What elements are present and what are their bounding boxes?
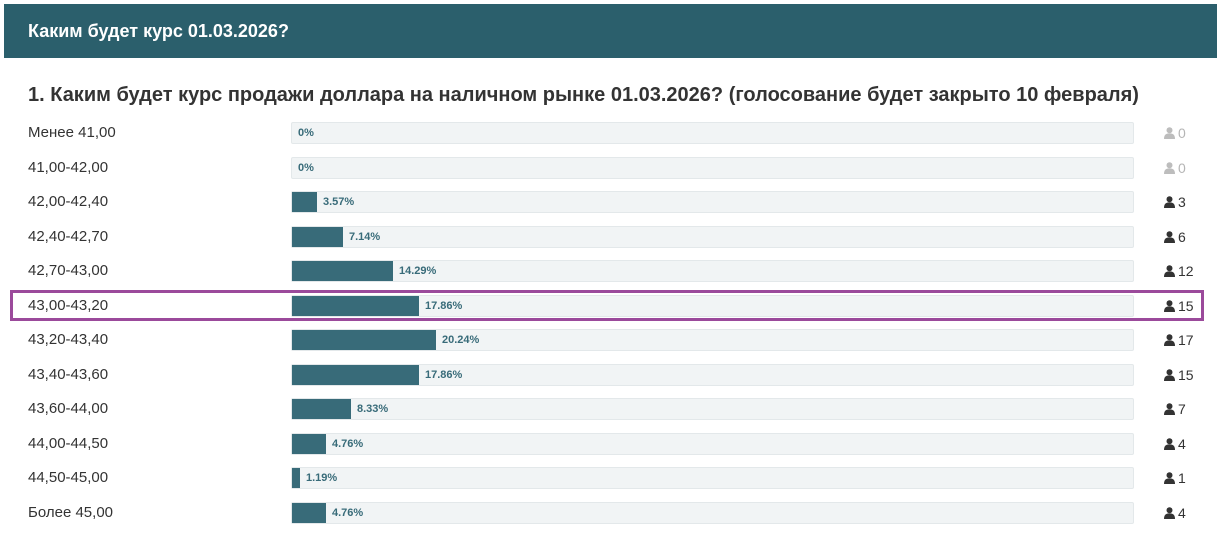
vote-count: 0	[1164, 116, 1186, 151]
result-bar-fill	[292, 295, 419, 316]
option-label: 42,70-43,00	[28, 262, 109, 279]
option-label: 43,00-43,20	[28, 296, 109, 314]
result-bar-track: 0%	[291, 122, 1134, 144]
vote-count: 12	[1164, 254, 1194, 289]
result-bar-track: 4.76%	[291, 432, 1134, 455]
user-icon	[1164, 152, 1175, 187]
option-label: 42,00-42,40	[28, 193, 109, 210]
user-icon	[1164, 359, 1175, 394]
poll-title: Каким будет курс 01.03.2026?	[28, 20, 289, 41]
poll-results-list: Менее 41,00 0% 0 41,00-42,00 0% 0 42,00-42,40 3…	[0, 116, 1221, 530]
user-icon	[1164, 393, 1175, 428]
vote-count: 17	[1164, 323, 1194, 358]
vote-count: 6	[1164, 220, 1186, 255]
result-bar-track: 7.14%	[291, 225, 1134, 248]
option-label: 43,60-44,00	[28, 400, 109, 417]
vote-count: 4	[1164, 427, 1186, 462]
percent-label: 1.19%	[306, 472, 338, 484]
percent-label: 3.57%	[323, 196, 355, 208]
vote-count-value: 17	[1178, 332, 1194, 348]
vote-count-value: 1	[1178, 470, 1186, 486]
result-row: Более 45,00 4.76% 4	[0, 496, 1221, 531]
percent-label: 0%	[298, 161, 314, 174]
vote-count-value: 12	[1178, 263, 1194, 279]
result-row: 41,00-42,00 0% 0	[0, 151, 1221, 186]
percent-label: 17.86%	[425, 368, 463, 381]
vote-count: 4	[1164, 496, 1186, 531]
result-bar-track: 1.19%	[291, 467, 1134, 489]
user-icon	[1164, 221, 1175, 256]
vote-count: 15	[1164, 358, 1194, 393]
result-row: 42,00-42,40 3.57% 3	[0, 185, 1221, 220]
option-label: 41,00-42,00	[28, 158, 109, 176]
percent-label: 4.76%	[332, 437, 364, 450]
percent-label: 0%	[298, 127, 314, 139]
vote-count: 1	[1164, 461, 1186, 496]
user-icon	[1164, 186, 1175, 221]
result-row: 42,40-42,70 7.14% 6	[0, 220, 1221, 255]
user-icon	[1164, 117, 1175, 152]
user-icon	[1164, 255, 1175, 290]
user-icon	[1164, 462, 1175, 497]
result-bar-track: 4.76%	[291, 501, 1134, 524]
vote-count-value: 3	[1178, 194, 1186, 210]
percent-label: 7.14%	[349, 230, 381, 243]
option-label: Более 45,00	[28, 503, 113, 521]
vote-count-value: 15	[1178, 366, 1194, 383]
question-title: 1. Каким будет курс продажи доллара на н…	[28, 84, 1139, 106]
result-bar-track: 20.24%	[291, 329, 1134, 351]
result-bar-fill	[292, 226, 343, 247]
result-bar-fill	[292, 468, 300, 488]
result-row: 44,00-44,50 4.76% 4	[0, 427, 1221, 462]
option-label: 42,40-42,70	[28, 227, 109, 245]
result-bar-fill	[292, 399, 351, 419]
result-row: Менее 41,00 0% 0	[0, 116, 1221, 151]
user-icon	[1164, 290, 1175, 325]
percent-label: 8.33%	[357, 403, 389, 415]
result-row: 43,40-43,60 17.86% 15	[0, 358, 1221, 393]
vote-count-value: 0	[1178, 125, 1186, 141]
percent-label: 14.29%	[399, 265, 437, 277]
result-bar-track: 8.33%	[291, 398, 1134, 420]
vote-count-value: 4	[1178, 504, 1186, 521]
option-label: 43,20-43,40	[28, 331, 109, 348]
user-icon	[1164, 428, 1175, 463]
result-bar-fill	[292, 192, 317, 212]
percent-label: 4.76%	[332, 506, 364, 519]
vote-count-value: 4	[1178, 435, 1186, 452]
vote-count: 7	[1164, 392, 1186, 427]
result-bar-track: 0%	[291, 156, 1134, 179]
result-row: 43,00-43,20 17.86% 15	[0, 289, 1221, 324]
result-row: 42,70-43,00 14.29% 12	[0, 254, 1221, 289]
option-label: 43,40-43,60	[28, 365, 109, 383]
poll-header: Каким будет курс 01.03.2026?	[4, 4, 1217, 58]
result-bar-fill	[292, 261, 393, 281]
option-label: 44,00-44,50	[28, 434, 109, 452]
vote-count: 3	[1164, 185, 1186, 220]
option-label: Менее 41,00	[28, 124, 116, 141]
result-row: 44,50-45,00 1.19% 1	[0, 461, 1221, 496]
result-bar-track: 17.86%	[291, 363, 1134, 386]
user-icon	[1164, 497, 1175, 532]
result-row: 43,20-43,40 20.24% 17	[0, 323, 1221, 358]
percent-label: 17.86%	[425, 299, 463, 312]
result-bar-fill	[292, 364, 419, 385]
vote-count-value: 6	[1178, 228, 1186, 245]
result-bar-track: 17.86%	[291, 294, 1134, 317]
result-bar-fill	[292, 502, 326, 523]
vote-count: 15	[1164, 289, 1194, 324]
vote-count-value: 0	[1178, 159, 1186, 176]
vote-count: 0	[1164, 151, 1186, 186]
vote-count-value: 7	[1178, 401, 1186, 417]
result-row: 43,60-44,00 8.33% 7	[0, 392, 1221, 427]
result-bar-track: 3.57%	[291, 191, 1134, 213]
vote-count-value: 15	[1178, 297, 1194, 314]
percent-label: 20.24%	[442, 334, 480, 346]
option-label: 44,50-45,00	[28, 469, 109, 486]
result-bar-fill	[292, 433, 326, 454]
result-bar-fill	[292, 330, 436, 350]
user-icon	[1164, 324, 1175, 359]
result-bar-track: 14.29%	[291, 260, 1134, 282]
